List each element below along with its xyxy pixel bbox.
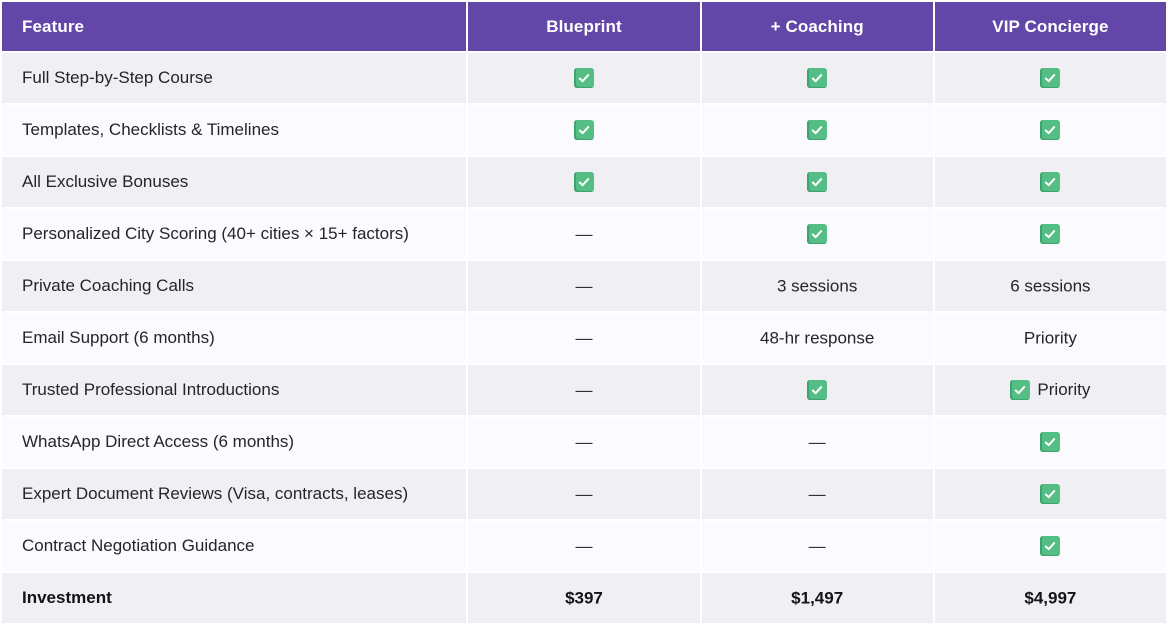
dash-cell: —: [468, 417, 700, 467]
dash-cell: —: [468, 469, 700, 519]
dash-glyph: —: [575, 276, 593, 296]
cell-text: Priority: [1037, 380, 1091, 400]
feature-label: Personalized City Scoring (40+ cities × …: [2, 209, 467, 259]
check-cell: [934, 157, 1166, 207]
cell-text: $1,497: [791, 588, 844, 608]
header-blueprint: Blueprint: [468, 2, 700, 51]
dash-cell: —: [468, 261, 700, 311]
cell-text: 6 sessions: [1010, 276, 1091, 296]
dash-cell: —: [468, 365, 700, 415]
check-icon: [573, 68, 594, 89]
text-cell: $1,497: [701, 573, 933, 623]
check-cell: [934, 417, 1166, 467]
check-icon: [1040, 484, 1061, 505]
dash-glyph: —: [575, 224, 593, 244]
feature-label: Trusted Professional Introductions: [2, 365, 467, 415]
dash-cell: —: [468, 209, 700, 259]
feature-label: Private Coaching Calls: [2, 261, 467, 311]
check-cell: [468, 53, 700, 103]
text-cell: 6 sessions: [934, 261, 1166, 311]
check-icon: [1010, 380, 1031, 401]
dash-glyph: —: [575, 432, 593, 452]
feature-label: Contract Negotiation Guidance: [2, 521, 467, 571]
feature-label: Email Support (6 months): [2, 313, 467, 363]
feature-label: WhatsApp Direct Access (6 months): [2, 417, 467, 467]
dash-cell: —: [701, 469, 933, 519]
check-icon: [807, 380, 828, 401]
table-row: Private Coaching Calls — 3 sessions 6 sessi…: [2, 261, 1166, 311]
check-icon: [1040, 432, 1061, 453]
table-row: Expert Document Reviews (Visa, contracts…: [2, 469, 1166, 519]
text-cell: 48-hr response: [701, 313, 933, 363]
dash-cell: —: [468, 313, 700, 363]
check-icon: [1040, 536, 1061, 557]
check-cell: [701, 157, 933, 207]
check-cell: [701, 209, 933, 259]
table-body: Full Step-by-Step Course Templates, Check…: [2, 53, 1166, 623]
text-cell: $397: [468, 573, 700, 623]
feature-label: Full Step-by-Step Course: [2, 53, 467, 103]
dash-glyph: —: [575, 328, 593, 348]
check-cell: [701, 53, 933, 103]
dash-cell: —: [701, 417, 933, 467]
check-icon: [1040, 172, 1061, 193]
dash-glyph: —: [808, 432, 826, 452]
feature-label: All Exclusive Bonuses: [2, 157, 467, 207]
check-icon: [573, 172, 594, 193]
cell-text: 48-hr response: [760, 328, 875, 348]
cell-text: $397: [565, 588, 603, 608]
check-text-cell: Priority: [934, 365, 1166, 415]
header-vip-concierge: VIP Concierge: [934, 2, 1166, 51]
feature-label: Expert Document Reviews (Visa, contracts…: [2, 469, 467, 519]
feature-label: Templates, Checklists & Timelines: [2, 105, 467, 155]
dash-glyph: —: [575, 536, 593, 556]
check-cell: [468, 157, 700, 207]
check-icon: [807, 172, 828, 193]
check-icon: [1040, 120, 1061, 141]
check-cell: [934, 105, 1166, 155]
check-icon: [807, 120, 828, 141]
header-feature: Feature: [2, 2, 467, 51]
check-cell: [934, 469, 1166, 519]
investment-row: Investment $397 $1,497 $4,997: [2, 573, 1166, 623]
dash-glyph: —: [575, 380, 593, 400]
table-header: Feature Blueprint + Coaching VIP Concier…: [2, 2, 1166, 51]
check-cell: [934, 53, 1166, 103]
check-icon: [807, 68, 828, 89]
dash-glyph: —: [575, 484, 593, 504]
dash-glyph: —: [808, 484, 826, 504]
check-cell: [701, 365, 933, 415]
cell-text: Priority: [1023, 328, 1077, 348]
check-icon: [573, 120, 594, 141]
dash-cell: —: [468, 521, 700, 571]
check-cell: [934, 521, 1166, 571]
table-row: Contract Negotiation Guidance — —: [2, 521, 1166, 571]
check-cell: [934, 209, 1166, 259]
text-cell: Priority: [934, 313, 1166, 363]
dash-cell: —: [701, 521, 933, 571]
feature-label: Investment: [2, 573, 467, 623]
cell-text: $4,997: [1024, 588, 1077, 608]
cell-text: 3 sessions: [777, 276, 858, 296]
table-row: Email Support (6 months) — 48-hr response P…: [2, 313, 1166, 363]
table-row: Personalized City Scoring (40+ cities × …: [2, 209, 1166, 259]
check-icon: [807, 224, 828, 245]
check-icon: [1040, 68, 1061, 89]
table-row: Full Step-by-Step Course: [2, 53, 1166, 103]
table-row: WhatsApp Direct Access (6 months) — —: [2, 417, 1166, 467]
dash-glyph: —: [808, 536, 826, 556]
header-coaching: + Coaching: [701, 2, 933, 51]
table-row: All Exclusive Bonuses: [2, 157, 1166, 207]
table-row: Templates, Checklists & Timelines: [2, 105, 1166, 155]
check-cell: [468, 105, 700, 155]
text-cell: $4,997: [934, 573, 1166, 623]
table-row: Trusted Professional Introductions — Prior…: [2, 365, 1166, 415]
text-cell: 3 sessions: [701, 261, 933, 311]
check-cell: [701, 105, 933, 155]
header-row: Feature Blueprint + Coaching VIP Concier…: [2, 2, 1166, 51]
check-icon: [1040, 224, 1061, 245]
